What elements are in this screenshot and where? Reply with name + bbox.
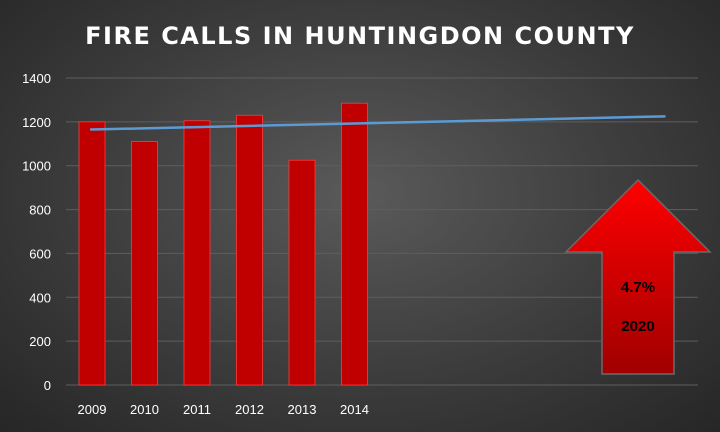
- x-tick-label: 2014: [340, 402, 369, 417]
- x-axis-ticks: 2009 2010 2011 2012 2013 2014: [78, 402, 369, 417]
- bar: [78, 121, 106, 386]
- arrow-label-percent: 4.7%: [621, 279, 655, 296]
- x-tick-label: 2011: [183, 402, 211, 417]
- y-tick-label: 600: [29, 246, 51, 261]
- y-tick-label: 1000: [22, 159, 51, 174]
- y-tick-label: 0: [44, 378, 51, 393]
- x-tick-label: 2009: [78, 402, 107, 417]
- bar: [341, 102, 368, 386]
- y-axis-ticks: 0 200 400 600 800 1000 1200 1400: [22, 71, 51, 393]
- y-tick-label: 1200: [22, 115, 51, 130]
- bars: [78, 102, 368, 386]
- y-tick-label: 200: [29, 334, 51, 349]
- bar: [183, 120, 211, 386]
- y-tick-label: 1400: [22, 71, 51, 86]
- bar: [131, 141, 158, 386]
- x-tick-label: 2013: [288, 402, 317, 417]
- chart-title: FIRE CALLS IN HUNTINGDON COUNTY: [85, 22, 635, 50]
- y-tick-label: 800: [29, 203, 51, 218]
- growth-arrow: 4.7% 2020: [564, 178, 712, 375]
- arrow-label-year: 2020: [621, 318, 654, 335]
- bar: [236, 114, 263, 386]
- x-tick-label: 2010: [130, 402, 159, 417]
- y-tick-label: 400: [29, 290, 51, 305]
- trendline-layer: [89, 115, 666, 131]
- bar: [288, 159, 316, 386]
- x-tick-label: 2012: [235, 402, 264, 417]
- grid-lines: [66, 77, 698, 386]
- up-arrow-shape: [564, 178, 712, 375]
- trendline: [89, 115, 666, 131]
